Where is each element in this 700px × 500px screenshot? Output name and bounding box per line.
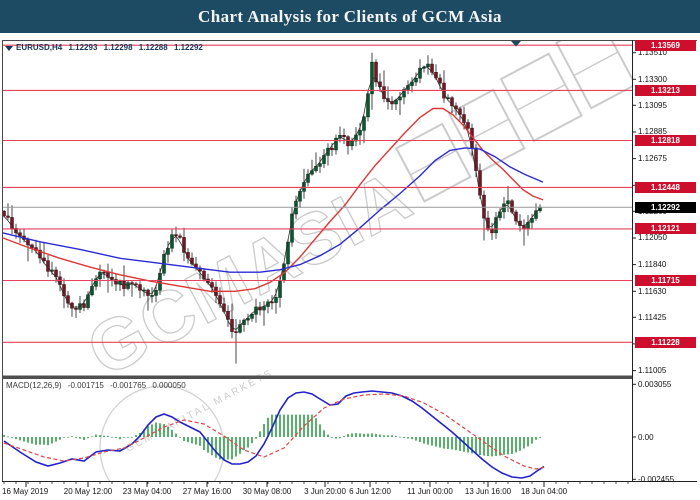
- price-tick-label: 1.13510: [638, 48, 667, 58]
- page-title: Chart Analysis for Clients of GCM Asia: [198, 6, 502, 26]
- sr-price-label: 1.12121: [635, 223, 696, 235]
- sr-price-label: 1.12448: [635, 181, 696, 193]
- macd-tick-label: 0.003055: [638, 379, 672, 389]
- time-axis-label: 6 Jun 12:00: [349, 487, 391, 496]
- macd-signal-value: -0.001765: [110, 381, 147, 390]
- chart-header: EURUSD,H4 1.12293 1.12298 1.12288 1.1229…: [16, 43, 207, 52]
- macd-tick-label: 0.00: [638, 432, 654, 442]
- watermark-ring: [99, 385, 225, 481]
- macd-indicator-label: MACD(12,26,9) -0.001715 -0.001765 0.0000…: [6, 381, 190, 390]
- close-price-line: [3, 65, 541, 330]
- ohlc-open: 1.12293: [68, 43, 98, 52]
- sr-price-label: 1.13213: [635, 84, 696, 96]
- time-axis-label: 18 Jun 04:00: [520, 487, 568, 496]
- price-tick-label: 1.12675: [638, 154, 667, 164]
- sr-price-label: 1.11715: [635, 274, 696, 286]
- title-bar: Chart Analysis for Clients of GCM Asia: [0, 0, 700, 33]
- time-axis-label: 20 May 12:00: [63, 487, 113, 496]
- time-axis-label: 11 Jun 00:00: [407, 487, 453, 496]
- sr-price-label: 1.11228: [635, 336, 696, 348]
- macd-hist-value: 0.000050: [152, 381, 186, 390]
- symbol-label: EURUSD,H4: [16, 43, 63, 52]
- ohlc-high: 1.12298: [103, 43, 133, 52]
- macd-histogram: [3, 414, 541, 460]
- price-tick-label: 1.13095: [638, 100, 667, 110]
- sr-price-label: 1.12818: [635, 134, 696, 146]
- chart-borders: [2, 40, 697, 482]
- price-tick-label: 1.11630: [638, 286, 667, 296]
- time-axis-label: 3 Jun 20:00: [304, 487, 346, 496]
- watermark-text: GCMASIA: [75, 155, 425, 392]
- ma-fast-line: [2, 107, 544, 292]
- time-axis-label: 16 May 2019: [2, 487, 49, 496]
- macd-panel: [3, 390, 545, 479]
- macd-name: MACD(12,26,9): [6, 381, 62, 390]
- time-axis-label: 13 Jun 16:00: [464, 487, 512, 496]
- price-tick-label: 1.12885: [638, 127, 667, 137]
- panel-divider[interactable]: [2, 375, 632, 380]
- symbol-dropdown-icon[interactable]: [5, 46, 13, 51]
- sr-price-label: 1.13569: [635, 39, 696, 51]
- axis-ticks: [3, 52, 636, 487]
- chart-shift-marker-icon[interactable]: [511, 41, 521, 47]
- sr-level-lines: [2, 44, 632, 343]
- current-price-label: 1.12292: [635, 201, 696, 213]
- macd-signal-line: [3, 393, 545, 470]
- time-axis-label: 23 May 04:00: [122, 487, 172, 496]
- time-axis-label: 30 May 08:00: [242, 487, 292, 496]
- macd-main-line: [3, 390, 545, 479]
- price-tick-label: 1.11840: [638, 260, 667, 270]
- price-tick-label: 1.11005: [638, 366, 667, 376]
- price-tick-label: 1.12050: [638, 233, 667, 243]
- ma-slow-line: [2, 147, 544, 273]
- price-tick-label: 1.11425: [638, 312, 667, 322]
- macd-tick-label: -0.002455: [638, 474, 675, 484]
- macd-main-value: -0.001715: [67, 381, 104, 390]
- price-tick-label: 1.13300: [638, 74, 667, 84]
- ohlc-close: 1.12292: [173, 43, 203, 52]
- time-axis-label: 27 May 16:00: [182, 487, 232, 496]
- ohlc-low: 1.12288: [138, 43, 168, 52]
